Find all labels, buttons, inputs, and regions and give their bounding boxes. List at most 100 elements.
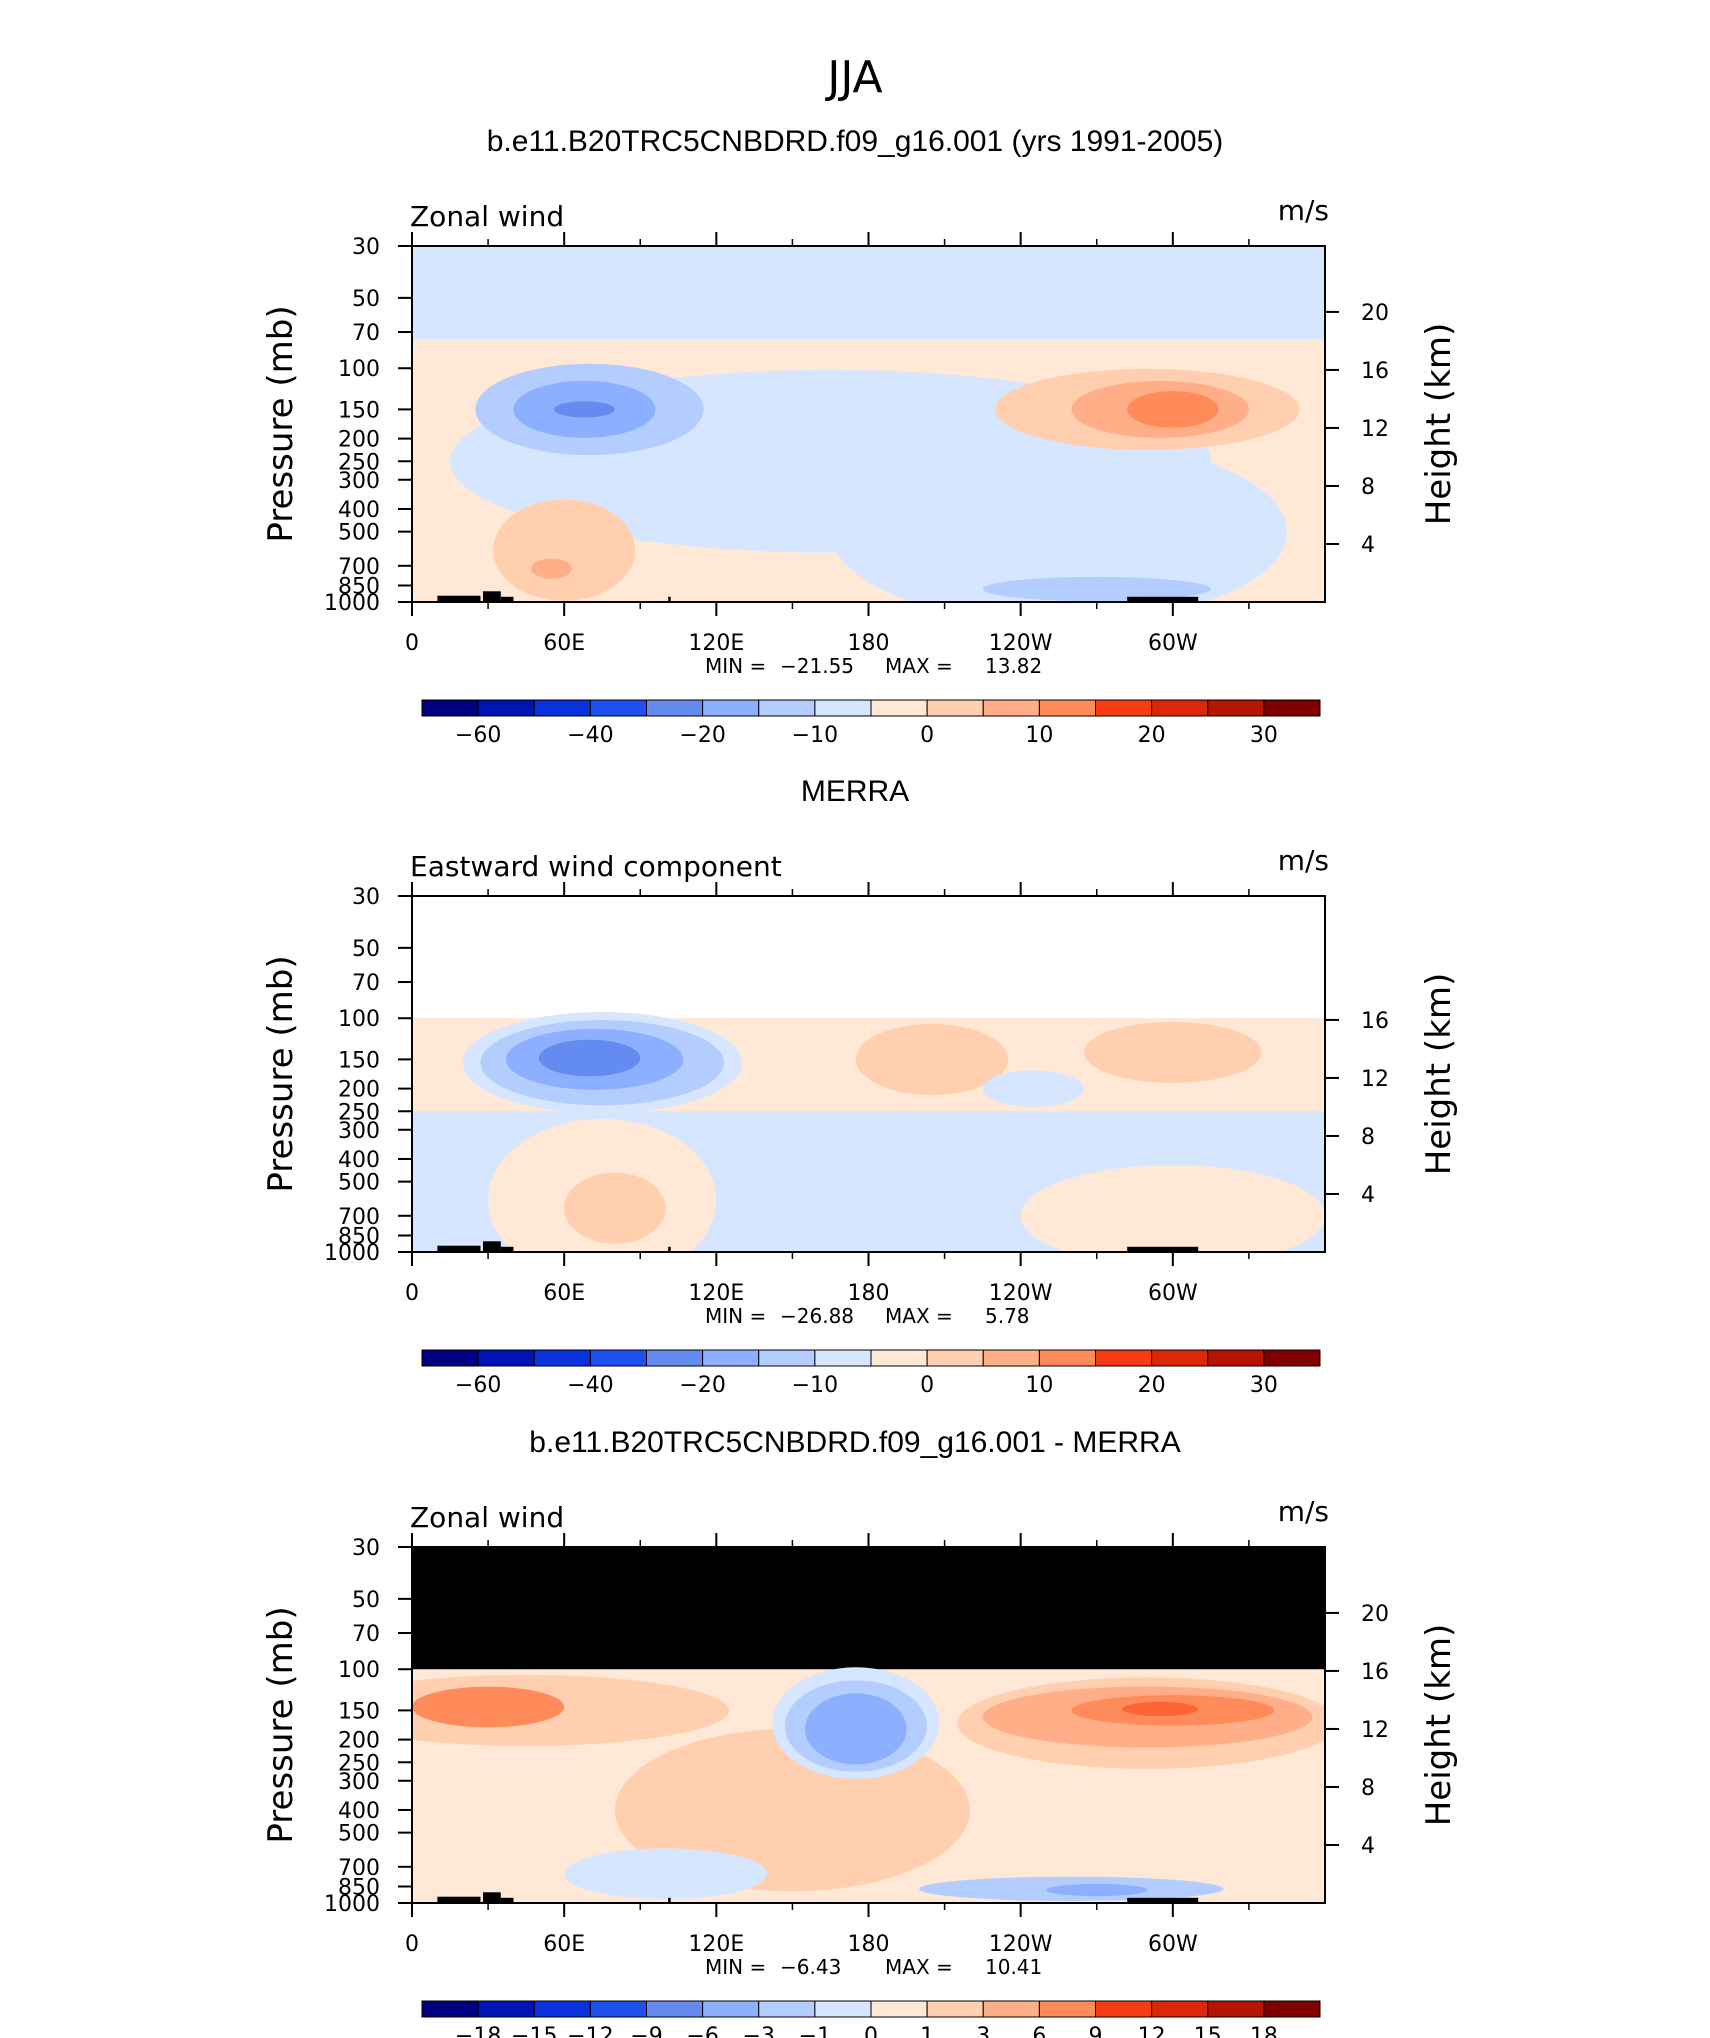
y2-tick-label: 8 bbox=[1361, 1776, 1375, 1801]
contour-field bbox=[412, 246, 1325, 602]
colorbar-label: −20 bbox=[679, 1373, 725, 1398]
x-tick-label: 0 bbox=[405, 1281, 419, 1306]
colorbar-swatch bbox=[982, 2000, 1040, 2018]
topography-block bbox=[483, 1241, 501, 1252]
variable-label: Eastward wind component bbox=[410, 850, 782, 883]
colorbar-swatch bbox=[814, 1349, 872, 1367]
y-tick-label: 700 bbox=[338, 1856, 380, 1881]
y-tick-label: 300 bbox=[338, 1770, 380, 1795]
y-tick-label: 700 bbox=[338, 1205, 380, 1230]
colorbar-swatch bbox=[646, 1349, 704, 1367]
positive-region bbox=[564, 1172, 666, 1244]
negative-region bbox=[830, 440, 1287, 602]
x-tick-label: 180 bbox=[848, 1932, 890, 1957]
y2-tick-label: 16 bbox=[1361, 359, 1389, 384]
panel-title: b.e11.B20TRC5CNBDRD.f09_g16.001 - MERRA bbox=[529, 1426, 1180, 1459]
colorbar-swatch bbox=[1151, 699, 1209, 717]
x-tick-label: 180 bbox=[848, 631, 890, 656]
colorbar-swatch bbox=[421, 699, 479, 717]
colorbar-swatch bbox=[1095, 1349, 1153, 1367]
topography-block bbox=[668, 1246, 671, 1252]
negative-region bbox=[982, 576, 1211, 602]
colorbar-swatch bbox=[477, 2000, 535, 2018]
topography-block bbox=[1127, 1246, 1199, 1252]
x-tick-label: 60W bbox=[1148, 631, 1198, 656]
colorbar-label: 30 bbox=[1250, 1373, 1278, 1398]
y-tick-label: 150 bbox=[338, 1048, 380, 1073]
colorbar-swatch bbox=[1038, 2000, 1096, 2018]
y-tick-label: 100 bbox=[338, 357, 380, 382]
max-label: MAX = bbox=[885, 1304, 953, 1328]
topography-block bbox=[483, 1892, 501, 1903]
min-label: MIN = bbox=[705, 1955, 766, 1979]
x-tick-label: 60W bbox=[1148, 1932, 1198, 1957]
y-tick-label: 100 bbox=[338, 1658, 380, 1683]
contour-field bbox=[412, 896, 1325, 1252]
colorbar-swatch bbox=[533, 699, 591, 717]
colorbar-label: 20 bbox=[1138, 1373, 1166, 1398]
topography bbox=[437, 1241, 1199, 1252]
topography-block bbox=[668, 596, 671, 602]
y-tick-label: 50 bbox=[352, 937, 380, 962]
colorbar: −60 −40 −20 −10 0 10 20 30 bbox=[421, 699, 1321, 748]
min-label: MIN = bbox=[705, 1304, 766, 1328]
colorbar-label: 0 bbox=[864, 2024, 878, 2038]
min-label: MIN = bbox=[705, 654, 766, 678]
negative-region bbox=[538, 1039, 641, 1077]
y-tick-label: 250 bbox=[338, 450, 380, 475]
x-tick-label: 60E bbox=[543, 631, 585, 656]
y-tick-label: 250 bbox=[338, 1751, 380, 1776]
positive-region bbox=[1127, 391, 1219, 428]
max-value: 13.82 bbox=[985, 654, 1042, 678]
x-tick-label: 120W bbox=[989, 1281, 1053, 1306]
colorbar-swatch bbox=[758, 1349, 816, 1367]
x-tick-label: 120E bbox=[688, 631, 744, 656]
y2-tick-label: 16 bbox=[1361, 1660, 1389, 1685]
topography-block bbox=[437, 595, 481, 602]
colorbar-label: −60 bbox=[455, 723, 501, 748]
y-tick-label: 300 bbox=[338, 1119, 380, 1144]
colorbar-label: 3 bbox=[976, 2024, 990, 2038]
colorbar-label: 15 bbox=[1194, 2024, 1222, 2038]
colorbar-swatch bbox=[870, 2000, 928, 2018]
y-tick-label: 70 bbox=[352, 1622, 380, 1647]
colorbar-swatch bbox=[1207, 2000, 1265, 2018]
y-tick-label: 100 bbox=[338, 1007, 380, 1032]
topography-block bbox=[500, 596, 514, 602]
colorbar: −60 −40 −20 −10 0 10 20 30 bbox=[421, 1349, 1321, 1398]
y-tick-label: 200 bbox=[338, 1729, 380, 1754]
y2-tick-label: 12 bbox=[1361, 1718, 1389, 1743]
x-tick-label: 120E bbox=[688, 1932, 744, 1957]
colorbar-swatch bbox=[1263, 1349, 1321, 1367]
colorbar-swatch bbox=[702, 1349, 760, 1367]
positive-region bbox=[855, 1023, 1008, 1095]
positive-region bbox=[1020, 1165, 1325, 1252]
x-tick-label: 120W bbox=[989, 631, 1053, 656]
colorbar-swatch bbox=[589, 1349, 647, 1367]
colorbar-swatch bbox=[646, 2000, 704, 2018]
colorbar-swatch bbox=[814, 699, 872, 717]
colorbar-swatch bbox=[589, 699, 647, 717]
colorbar-swatch bbox=[1038, 699, 1096, 717]
topography-block bbox=[1127, 1897, 1199, 1903]
y2-tick-label: 4 bbox=[1361, 533, 1375, 558]
y-tick-label: 200 bbox=[338, 428, 380, 453]
colorbar-label: 0 bbox=[920, 723, 934, 748]
colorbar-swatch bbox=[421, 2000, 479, 2018]
positive-region bbox=[1084, 1021, 1262, 1083]
y-tick-label: 850 bbox=[338, 575, 380, 600]
y-tick-label: 250 bbox=[338, 1100, 380, 1125]
y-tick-label: 1000 bbox=[324, 1241, 380, 1266]
max-value: 5.78 bbox=[985, 1304, 1030, 1328]
positive-region bbox=[412, 1686, 565, 1728]
colorbar-label: −10 bbox=[792, 1373, 838, 1398]
colorbar-swatch bbox=[926, 699, 984, 717]
colorbar-label: −9 bbox=[630, 2024, 662, 2038]
masked-region bbox=[412, 1547, 1325, 1670]
colorbar-label: −6 bbox=[686, 2024, 718, 2038]
y2-tick-label: 12 bbox=[1361, 1067, 1389, 1092]
colorbar-swatch bbox=[926, 2000, 984, 2018]
units-label: m/s bbox=[1278, 1495, 1329, 1528]
y-tick-label: 700 bbox=[338, 555, 380, 580]
